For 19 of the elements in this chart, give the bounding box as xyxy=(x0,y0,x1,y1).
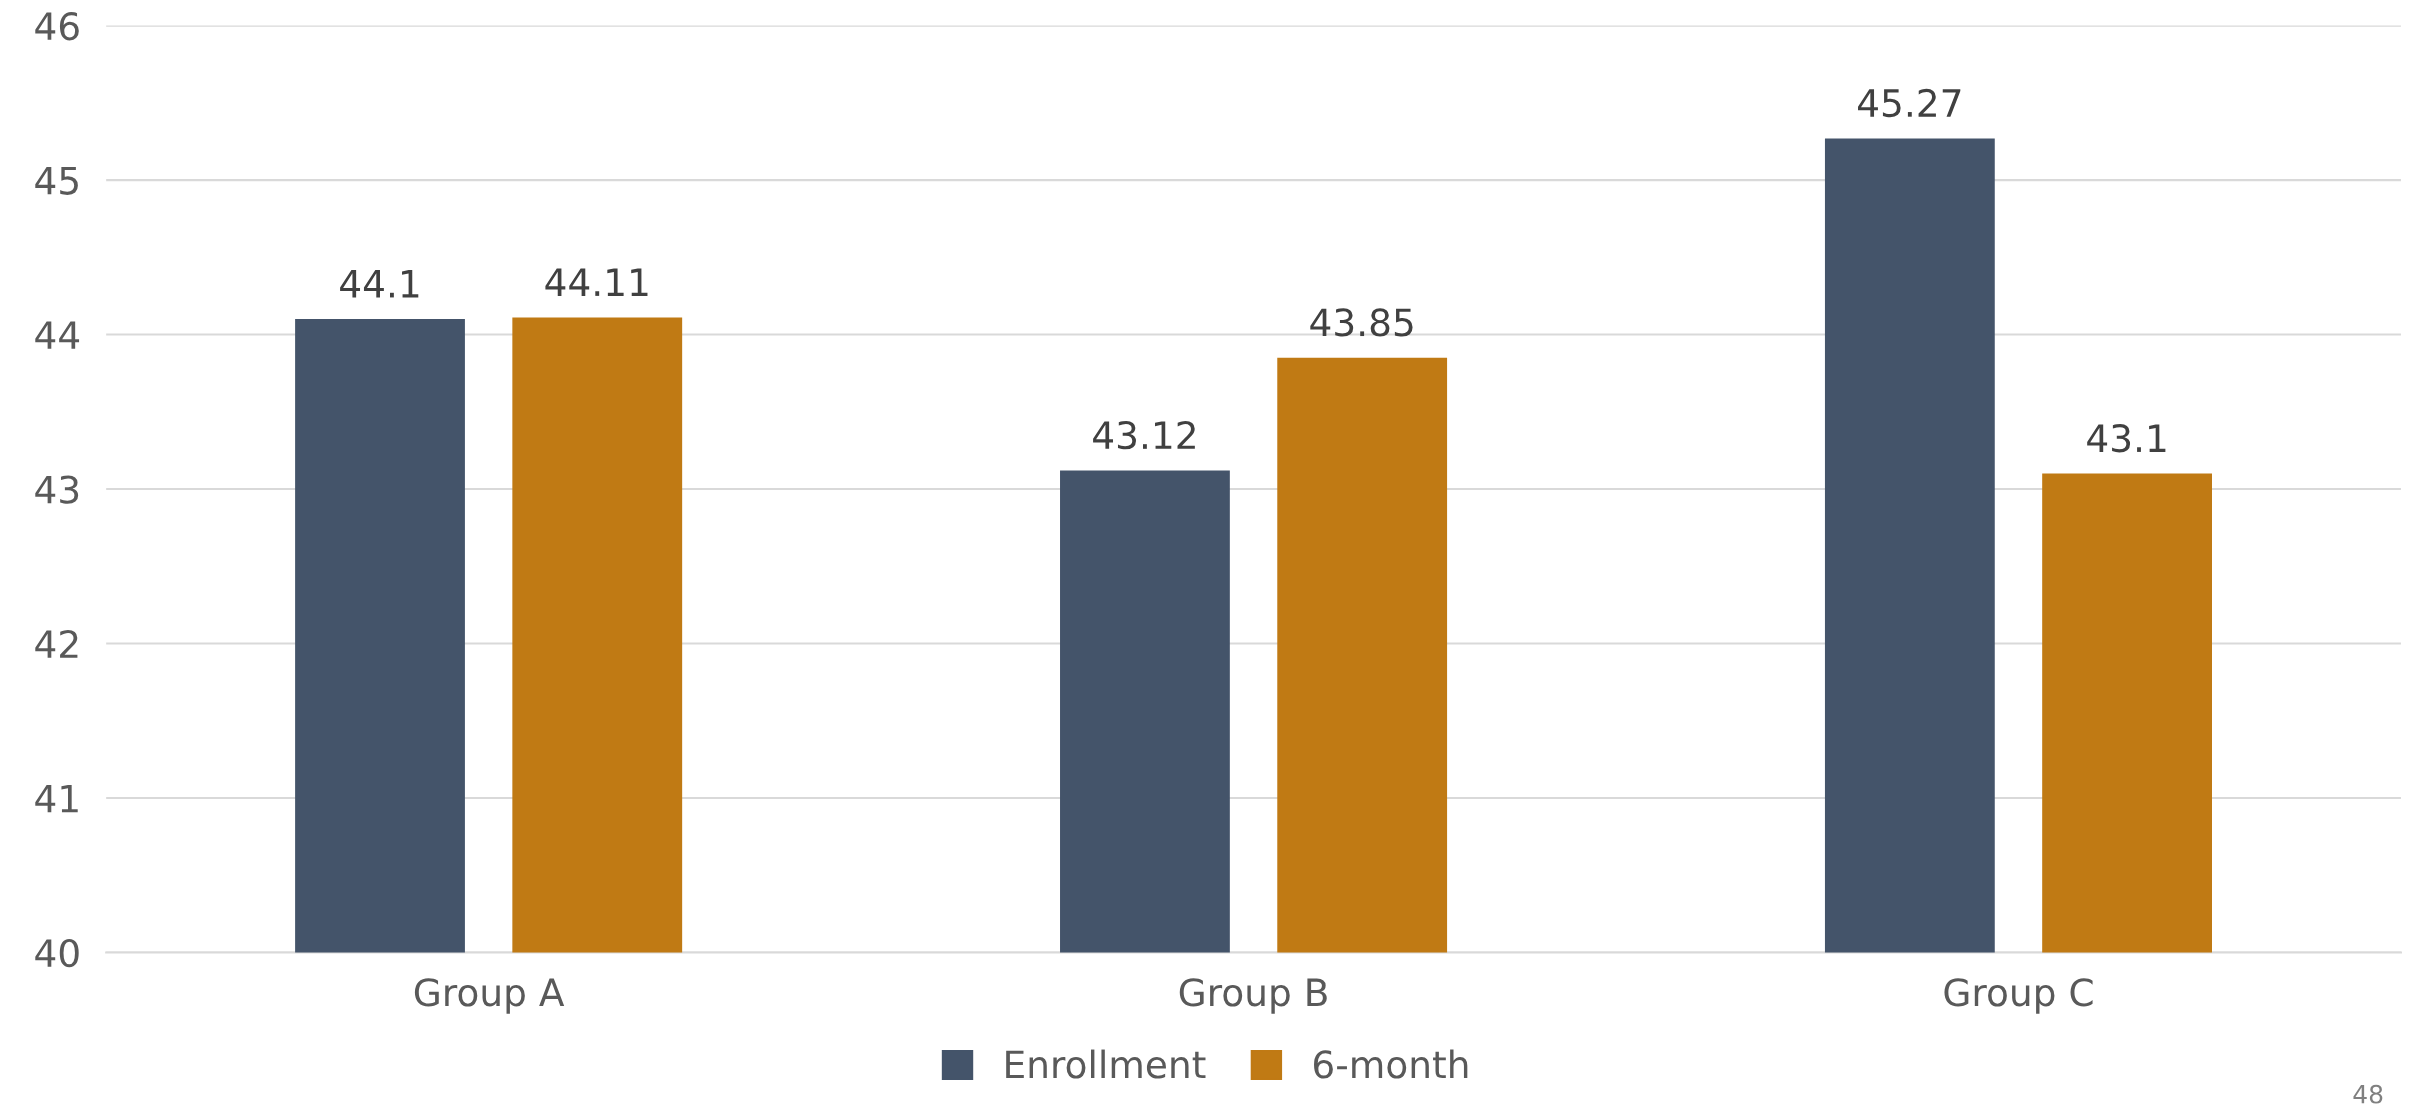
x-tick-label: Group B xyxy=(1179,978,1327,1014)
y-tick-label: 40 xyxy=(35,938,79,968)
y-tick-label: 41 xyxy=(35,784,78,813)
y-tick-label: 44 xyxy=(35,321,80,349)
data-label: 44.1 xyxy=(340,270,419,298)
data-label: 43.12 xyxy=(1093,420,1195,450)
y-tick-label: 43 xyxy=(35,475,79,504)
legend-label: Enrollment xyxy=(1006,1049,1206,1079)
data-label: 43.1 xyxy=(2087,424,2166,453)
y-tick-label: 42 xyxy=(35,629,78,658)
x-tick-label: Group A xyxy=(414,978,565,1014)
x-tick-label: Group C xyxy=(1944,978,2093,1014)
y-tick-label: 45 xyxy=(35,167,78,195)
data-label: 43.85 xyxy=(1310,308,1413,337)
data-label: 45.27 xyxy=(1858,88,1961,118)
data-label: 44.11 xyxy=(545,268,648,296)
text: 48 xyxy=(2353,1084,2383,1104)
y-tick-label: 46 xyxy=(35,12,79,41)
legend-label: 6-month xyxy=(1314,1049,1468,1079)
